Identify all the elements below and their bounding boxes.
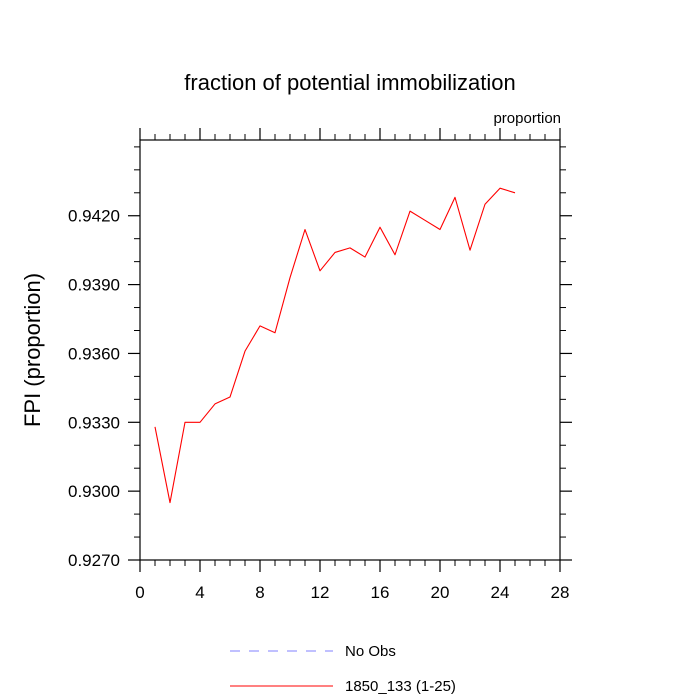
- x-tick-label: 24: [491, 583, 510, 602]
- y-tick-label: 0.9360: [68, 344, 120, 363]
- y-tick-label: 0.9390: [68, 276, 120, 295]
- y-tick-label: 0.9270: [68, 551, 120, 570]
- units-label: proportion: [493, 110, 561, 127]
- axis-ticks: 0 4 8 12 16 20 24 28 0.9270 0.9300 0.9330 0.9360 0.9…: [68, 128, 572, 602]
- legend-label-1: 1850_133 (1-25): [345, 678, 456, 695]
- y-axis-label: FPI (proportion): [20, 273, 45, 427]
- legend-label-0: No Obs: [345, 643, 396, 660]
- series-line-0: [154, 187, 516, 504]
- y-tick-label: 0.9300: [68, 482, 120, 501]
- x-tick-label: 12: [311, 583, 330, 602]
- y-tick-label: 0.9420: [68, 207, 120, 226]
- x-tick-label: 4: [195, 583, 204, 602]
- x-tick-label: 20: [431, 583, 450, 602]
- plot-frame: [139, 139, 561, 561]
- y-tick-label: 0.9330: [68, 413, 120, 432]
- legend: No Obs 1850_133 (1-25): [230, 643, 456, 695]
- series-layer: [154, 187, 516, 504]
- x-tick-label: 28: [551, 583, 570, 602]
- chart-title: fraction of potential immobilization: [184, 70, 515, 95]
- x-tick-label: 8: [255, 583, 264, 602]
- x-tick-label: 16: [371, 583, 390, 602]
- x-tick-label: 0: [135, 583, 144, 602]
